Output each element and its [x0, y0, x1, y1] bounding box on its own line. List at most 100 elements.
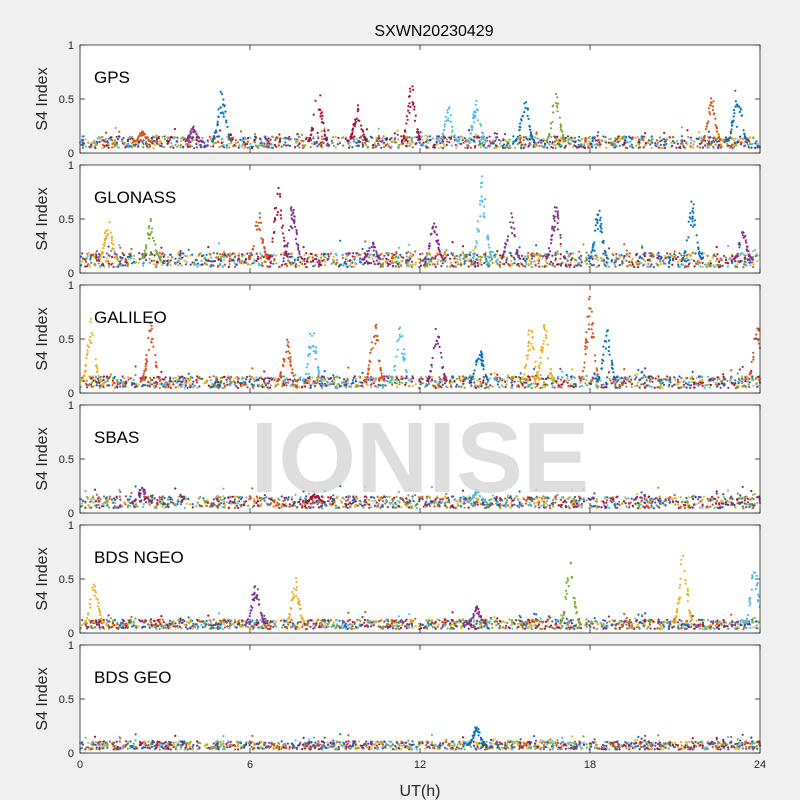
- data-point: [482, 136, 485, 139]
- data-point: [387, 254, 390, 257]
- data-point: [80, 255, 83, 258]
- data-point: [257, 221, 260, 224]
- data-point: [734, 89, 737, 92]
- data-point: [610, 258, 613, 262]
- data-point: [367, 378, 370, 381]
- data-point: [370, 383, 373, 386]
- data-point: [680, 260, 683, 263]
- data-point: [498, 264, 501, 267]
- data-point: [152, 376, 156, 379]
- data-point: [169, 138, 172, 141]
- data-point: [119, 255, 122, 259]
- data-point: [351, 261, 354, 264]
- data-point: [400, 375, 403, 378]
- data-point: [440, 386, 443, 389]
- data-point: [224, 110, 227, 113]
- data-point: [484, 253, 487, 256]
- data-point: [592, 243, 595, 246]
- data-point: [351, 379, 354, 382]
- y-axis-label: S4 Index: [34, 67, 51, 130]
- data-point: [189, 254, 192, 257]
- data-point: [377, 260, 381, 264]
- data-point: [450, 137, 453, 140]
- data-point: [338, 376, 341, 379]
- data-point: [704, 144, 707, 147]
- data-point: [519, 122, 522, 125]
- data-point: [570, 136, 573, 139]
- data-point: [437, 243, 440, 246]
- data-point: [754, 142, 757, 145]
- data-point: [233, 252, 236, 255]
- data-point: [660, 378, 663, 381]
- data-point: [386, 143, 389, 146]
- data-point: [569, 383, 572, 386]
- data-point: [255, 259, 258, 263]
- data-point: [207, 384, 210, 387]
- data-point: [522, 136, 526, 139]
- data-point: [97, 135, 100, 138]
- data-point: [465, 256, 468, 259]
- data-point: [159, 139, 162, 142]
- data-point: [547, 375, 550, 378]
- data-point: [319, 259, 322, 262]
- data-point: [527, 117, 530, 121]
- data-point: [488, 377, 491, 380]
- data-point: [274, 377, 278, 380]
- data-point: [386, 264, 389, 267]
- data-point: [479, 145, 482, 149]
- data-point: [150, 230, 153, 234]
- data-point: [481, 181, 484, 184]
- data-point: [104, 137, 107, 140]
- data-point: [258, 216, 261, 219]
- data-point: [729, 256, 732, 259]
- data-point: [228, 255, 231, 258]
- data-point: [690, 139, 693, 142]
- data-point: [655, 139, 658, 142]
- data-point: [272, 262, 275, 265]
- data-point: [498, 376, 501, 379]
- data-point: [491, 250, 494, 254]
- data-point: [146, 145, 149, 148]
- data-point: [254, 136, 257, 139]
- data-point: [703, 263, 707, 266]
- data-point: [550, 242, 553, 245]
- data-point: [143, 249, 146, 252]
- data-point: [160, 260, 163, 263]
- data-point: [689, 386, 692, 389]
- data-point: [243, 138, 246, 141]
- data-point: [199, 143, 202, 147]
- data-point: [451, 375, 454, 378]
- data-point: [566, 377, 569, 380]
- data-point: [506, 376, 509, 379]
- data-point: [288, 255, 292, 258]
- data-point: [429, 135, 432, 138]
- data-point: [728, 258, 731, 261]
- data-point: [265, 145, 268, 148]
- data-point: [239, 130, 243, 133]
- data-point: [293, 260, 296, 263]
- data-point: [186, 138, 189, 141]
- data-point: [428, 260, 431, 263]
- data-point: [284, 381, 287, 384]
- data-point: [301, 262, 304, 266]
- data-point: [451, 264, 454, 267]
- data-point: [192, 380, 195, 383]
- data-point: [176, 261, 179, 264]
- data-point: [641, 246, 644, 249]
- data-point: [217, 115, 220, 118]
- data-point: [249, 142, 252, 145]
- data-point: [483, 139, 487, 142]
- data-point: [693, 219, 697, 222]
- data-point: [756, 146, 759, 149]
- data-point: [405, 255, 408, 258]
- data-point: [602, 383, 605, 386]
- data-point: [294, 265, 297, 268]
- data-point: [277, 383, 280, 386]
- data-point: [718, 260, 721, 263]
- data-point: [301, 259, 305, 263]
- data-point: [564, 144, 567, 147]
- data-point: [397, 263, 400, 266]
- data-point: [473, 110, 476, 113]
- data-point: [505, 383, 508, 386]
- data-point: [746, 249, 749, 252]
